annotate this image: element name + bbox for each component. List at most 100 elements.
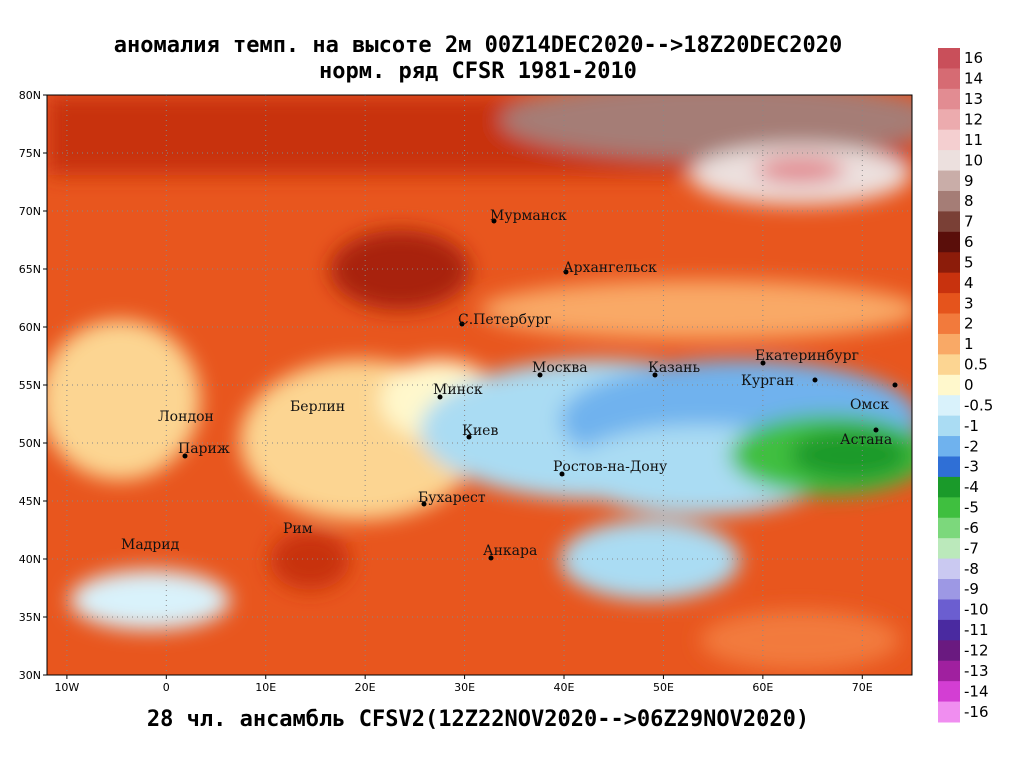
colorbar-label: -12 (964, 642, 989, 660)
city-label: Париж (178, 441, 230, 457)
colorbar-swatch (938, 293, 960, 315)
colorbar-label: 16 (964, 49, 983, 67)
colorbar-swatch (938, 48, 960, 69)
city-label: Ростов-на-Дону (553, 459, 668, 475)
colorbar-label: 8 (964, 192, 974, 210)
colorbar-swatch (938, 272, 960, 294)
lon-tick-label: 20E (355, 681, 376, 694)
colorbar-swatch (938, 231, 960, 253)
city-dot (563, 269, 569, 275)
subtitle: норм. ряд CFSR 1981-2010 (319, 59, 637, 84)
colorbar-swatch (938, 681, 960, 703)
colorbar-label: 1 (964, 335, 974, 353)
lat-tick-label: 80N (19, 89, 41, 102)
city-dot (873, 427, 879, 433)
city-label: Казань (648, 360, 700, 376)
colorbar-swatch (938, 456, 960, 478)
colorbar-swatch (938, 558, 960, 580)
lon-tick-label: 30E (454, 681, 475, 694)
colorbar-swatch (938, 68, 960, 90)
lat-tick-label: 30N (19, 669, 41, 682)
lat-tick-label: 75N (19, 147, 41, 160)
colorbar-label: 12 (964, 110, 983, 128)
lat-tick-label: 55N (19, 379, 41, 392)
colorbar-label: -1 (964, 417, 979, 435)
colorbar-label: 0 (964, 376, 974, 394)
colorbar-swatch (938, 354, 960, 376)
colorbar-label: 6 (964, 233, 974, 251)
colorbar-swatch (938, 497, 960, 519)
footer: 28 чл. ансамбль CFSV2(12Z22NOV2020-->06Z… (147, 707, 809, 732)
colorbar-swatch (938, 313, 960, 335)
colorbar-label: -2 (964, 437, 979, 455)
colorbar-swatch (938, 415, 960, 437)
colorbar-label: -11 (964, 621, 989, 639)
colorbar-label: -8 (964, 560, 979, 578)
colorbar-label: -16 (964, 703, 989, 721)
anomaly-field (47, 95, 912, 675)
colorbar-swatch (938, 579, 960, 600)
city-label: Рим (283, 521, 313, 537)
lon-tick-label: 0 (163, 681, 170, 694)
colorbar-swatch (938, 538, 960, 560)
colorbar-swatch (938, 436, 960, 457)
city-label: Екатеринбург (755, 348, 859, 364)
colorbar-label: 13 (964, 90, 983, 108)
colorbar-label: -10 (964, 601, 989, 619)
lon-tick-label: 70E (852, 681, 873, 694)
city-label: Астана (840, 432, 892, 448)
city-dot (652, 372, 658, 378)
city-label: Лондон (158, 409, 214, 425)
colorbar-label: 2 (964, 315, 974, 333)
colorbar-label: 3 (964, 294, 974, 312)
colorbar-label: -9 (964, 580, 979, 598)
colorbar-label: -4 (964, 478, 979, 496)
colorbar-label: -0.5 (964, 396, 993, 414)
title: аномалия темп. на высоте 2м 00Z14DEC2020… (114, 33, 842, 58)
colorbar-label: 4 (964, 274, 974, 292)
city-dot (466, 434, 472, 440)
city-label: Мадрид (121, 537, 180, 553)
colorbar-swatch (938, 660, 960, 682)
colorbar-label: -13 (964, 662, 989, 680)
city-label: Берлин (290, 399, 345, 415)
colorbar-label: 7 (964, 213, 974, 231)
city-dot (421, 501, 427, 507)
colorbar-swatch (938, 374, 960, 396)
city-label: Анкара (483, 543, 537, 559)
city-label: Минск (433, 382, 483, 398)
colorbar-swatch (938, 129, 960, 151)
colorbar-label: -6 (964, 519, 979, 537)
city-dot (892, 382, 898, 388)
colorbar-swatch (938, 252, 960, 274)
colorbar-swatch (938, 476, 960, 498)
lat-tick-label: 45N (19, 495, 41, 508)
colorbar-swatch (938, 88, 960, 110)
colorbar-label: -3 (964, 458, 979, 476)
colorbar-swatch (938, 619, 960, 641)
lon-tick-label: 10W (54, 681, 79, 694)
city-dot (760, 360, 766, 366)
colorbar-swatch (938, 517, 960, 539)
lon-tick-label: 10E (255, 681, 276, 694)
colorbar-swatch (938, 599, 960, 621)
colorbar-label: 9 (964, 172, 974, 190)
colorbar-label: 10 (964, 151, 983, 169)
colorbar-swatch (938, 150, 960, 172)
city-dot (559, 471, 565, 477)
city-label: Архангельск (563, 260, 657, 276)
city-dot (812, 377, 818, 383)
city-dot (437, 394, 443, 400)
colorbar-swatch (938, 333, 960, 355)
lat-tick-label: 60N (19, 321, 41, 334)
colorbar-label: 5 (964, 253, 974, 271)
city-dot (182, 453, 188, 459)
city-label: Бухарест (418, 490, 486, 506)
city-label: С.Петербург (458, 312, 552, 328)
city-label: Курган (741, 373, 794, 389)
colorbar-swatch (938, 211, 960, 233)
city-label: Омск (850, 397, 889, 413)
colorbar-label: 14 (964, 70, 983, 88)
